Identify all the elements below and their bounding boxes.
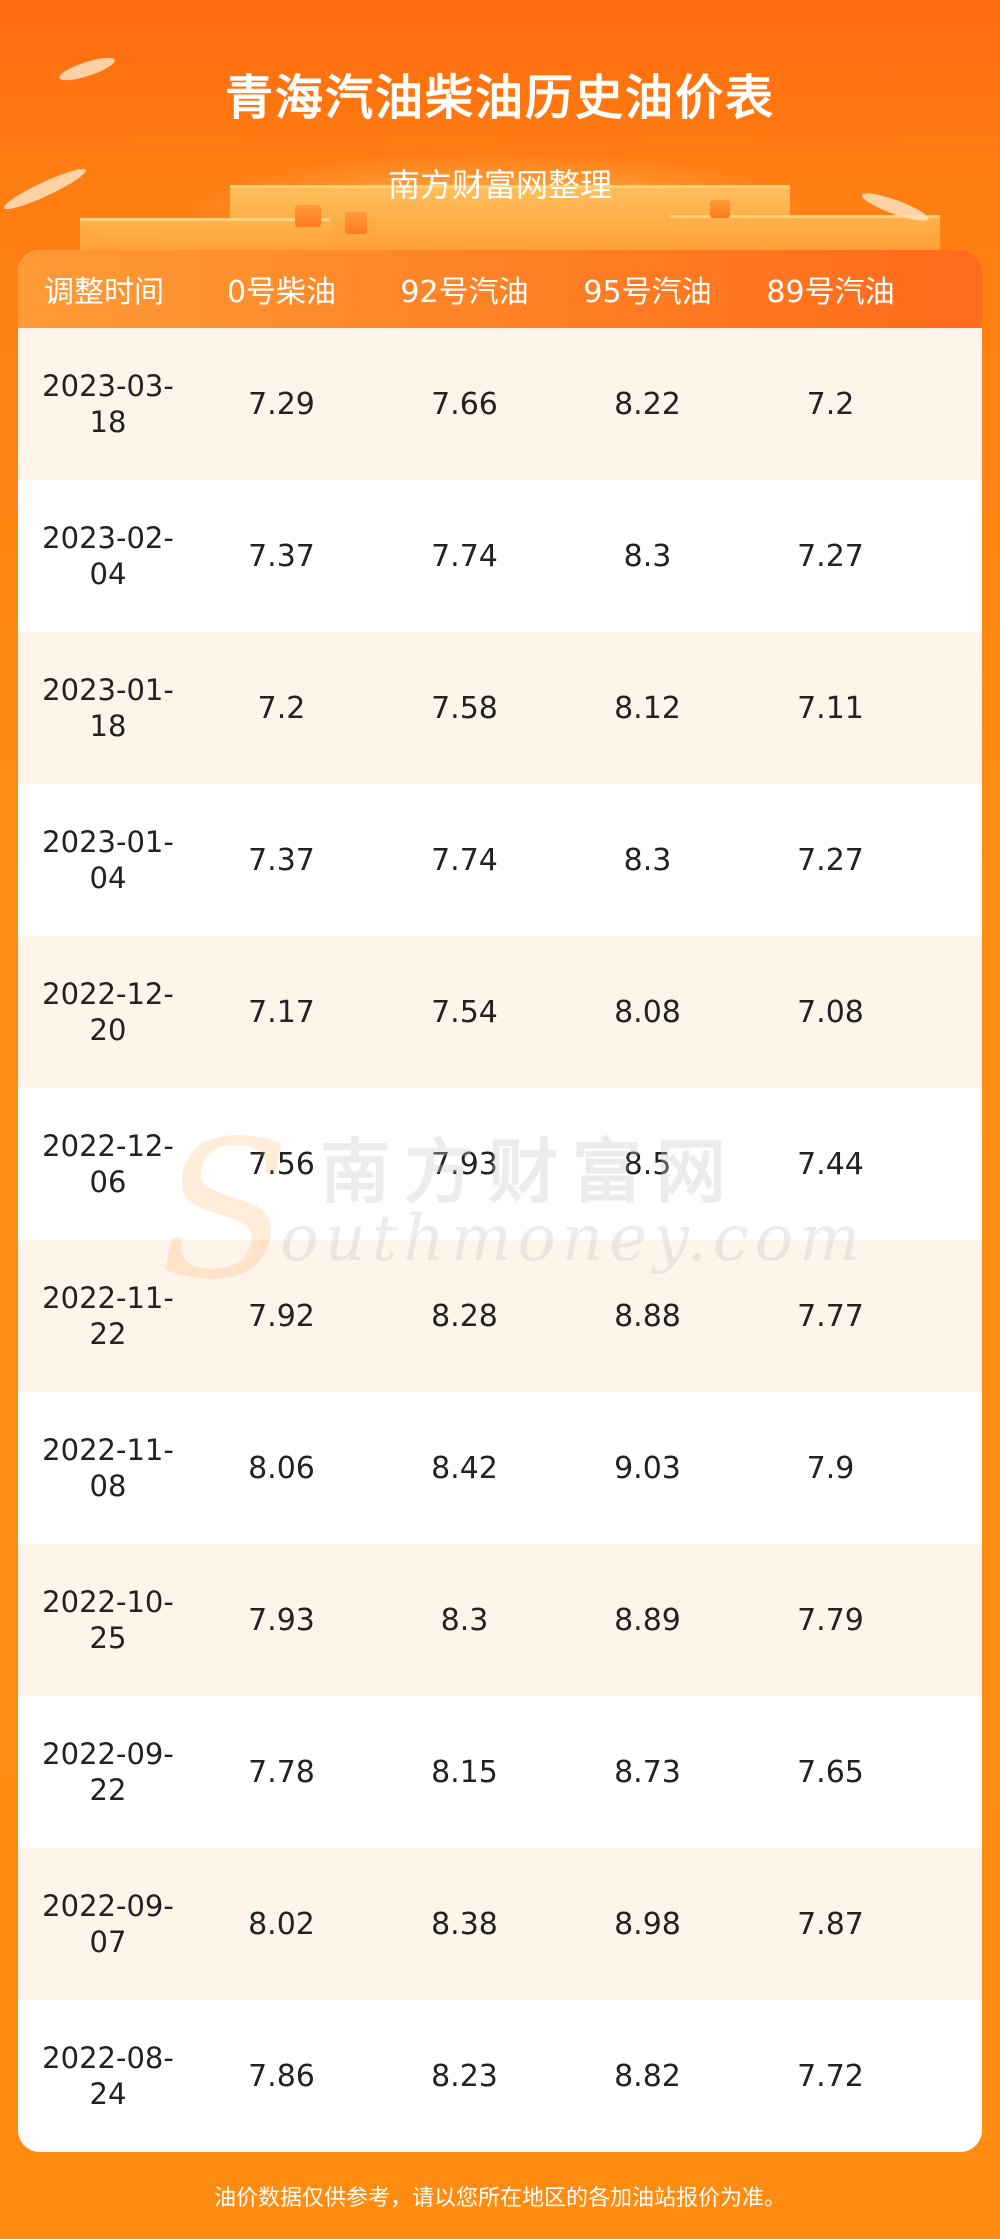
hero-cube	[295, 205, 321, 227]
cell-date: 2023-02-04	[42, 521, 174, 591]
cell-date: 2023-01-04	[42, 825, 174, 895]
table-header: 调整时间 0号柴油 92号汽油 95号汽油 89号汽油	[18, 250, 982, 328]
cell-date: 2022-11-08	[42, 1433, 174, 1503]
cell-gas89: 7.11	[797, 690, 864, 726]
cell-diesel0: 7.93	[248, 1602, 315, 1638]
cell-date: 2022-12-20	[42, 977, 174, 1047]
cell-diesel0: 7.78	[248, 1754, 315, 1790]
cell-diesel0: 7.86	[248, 2058, 315, 2094]
cell-gas95: 8.89	[614, 1602, 681, 1638]
table-row: 2022-09-22 7.78 8.15 8.73 7.65	[18, 1696, 982, 1848]
cell-date: 2023-03-18	[42, 369, 174, 439]
cell-date: 2022-09-22	[42, 1737, 174, 1807]
cell-diesel0: 7.56	[248, 1146, 315, 1182]
cell-gas89: 7.87	[797, 1906, 864, 1942]
cell-gas92: 7.93	[431, 1146, 498, 1182]
cell-gas89: 7.9	[806, 1450, 855, 1486]
cell-diesel0: 8.06	[248, 1450, 315, 1486]
cell-date: 2023-01-18	[42, 673, 174, 743]
table-row: 2023-03-18 7.29 7.66 8.22 7.2	[18, 328, 982, 480]
hero-cube	[345, 212, 367, 234]
cell-diesel0: 7.92	[248, 1298, 315, 1334]
table-row: 2023-01-04 7.37 7.74 8.3 7.27	[18, 784, 982, 936]
cell-gas92: 7.54	[431, 994, 498, 1030]
cell-gas95: 9.03	[614, 1450, 681, 1486]
cell-date: 2022-10-25	[42, 1585, 174, 1655]
header-gas92: 92号汽油	[400, 275, 529, 310]
cell-gas92: 7.66	[431, 386, 498, 422]
cell-gas95: 8.88	[614, 1298, 681, 1334]
cell-gas89: 7.08	[797, 994, 864, 1030]
cell-gas92: 8.38	[431, 1906, 498, 1942]
cell-gas89: 7.65	[797, 1754, 864, 1790]
table-body: 2023-03-18 7.29 7.66 8.22 7.2 2023-02-04…	[18, 328, 982, 2152]
cell-gas89: 7.27	[797, 538, 864, 574]
cell-gas95: 8.98	[614, 1906, 681, 1942]
header-date: 调整时间	[44, 275, 164, 310]
cell-gas95: 8.12	[614, 690, 681, 726]
oil-price-table: 调整时间 0号柴油 92号汽油 95号汽油 89号汽油 2023-03-18 7…	[18, 250, 982, 2152]
cell-gas92: 7.74	[431, 842, 498, 878]
page-title: 青海汽油柴油历史油价表	[224, 70, 775, 126]
cell-gas92: 8.15	[431, 1754, 498, 1790]
cell-gas89: 7.2	[806, 386, 855, 422]
cell-gas95: 8.08	[614, 994, 681, 1030]
table-row: 2022-11-08 8.06 8.42 9.03 7.9	[18, 1392, 982, 1544]
hero-cube	[710, 200, 730, 218]
cell-gas89: 7.79	[797, 1602, 864, 1638]
table-row: 2022-10-25 7.93 8.3 8.89 7.79	[18, 1544, 982, 1696]
cell-diesel0: 7.29	[248, 386, 315, 422]
header-gas89: 89号汽油	[766, 275, 895, 310]
cell-gas95: 8.3	[623, 842, 672, 878]
cell-date: 2022-11-22	[42, 1281, 174, 1351]
cell-diesel0: 7.2	[257, 690, 306, 726]
cell-gas95: 8.73	[614, 1754, 681, 1790]
header-gas95: 95号汽油	[583, 275, 712, 310]
table-row: 2022-12-06 7.56 7.93 8.5 7.44	[18, 1088, 982, 1240]
table-row: 2022-11-22 7.92 8.28 8.88 7.77	[18, 1240, 982, 1392]
cell-gas89: 7.27	[797, 842, 864, 878]
cell-diesel0: 7.37	[248, 538, 315, 574]
page-subtitle: 南方财富网整理	[387, 166, 612, 204]
cell-diesel0: 8.02	[248, 1906, 315, 1942]
footer-note: 油价数据仅供参考，请以您所在地区的各加油站报价为准。	[213, 2186, 786, 2211]
table-row: 2023-02-04 7.37 7.74 8.3 7.27	[18, 480, 982, 632]
cell-date: 2022-12-06	[42, 1129, 174, 1199]
cell-date: 2022-09-07	[42, 1889, 174, 1959]
cell-gas89: 7.44	[797, 1146, 864, 1182]
cell-gas89: 7.77	[797, 1298, 864, 1334]
cell-gas92: 8.23	[431, 2058, 498, 2094]
cell-gas89: 7.72	[797, 2058, 864, 2094]
cell-diesel0: 7.17	[248, 994, 315, 1030]
cell-gas95: 8.82	[614, 2058, 681, 2094]
table-row: 2022-09-07 8.02 8.38 8.98 7.87	[18, 1848, 982, 2000]
cell-gas92: 8.42	[431, 1450, 498, 1486]
cell-diesel0: 7.37	[248, 842, 315, 878]
cell-gas92: 7.74	[431, 538, 498, 574]
cell-gas92: 8.3	[440, 1602, 489, 1638]
hero-banner	[0, 0, 1000, 260]
table-row: 2022-12-20 7.17 7.54 8.08 7.08	[18, 936, 982, 1088]
cell-date: 2022-08-24	[42, 2041, 174, 2111]
cell-gas95: 8.22	[614, 386, 681, 422]
header-diesel0: 0号柴油	[226, 275, 337, 310]
cell-gas92: 8.28	[431, 1298, 498, 1334]
table-row: 2023-01-18 7.2 7.58 8.12 7.11	[18, 632, 982, 784]
cell-gas92: 7.58	[431, 690, 498, 726]
table-row: 2022-08-24 7.86 8.23 8.82 7.72	[18, 2000, 982, 2152]
cell-gas95: 8.3	[623, 538, 672, 574]
cell-gas95: 8.5	[623, 1146, 672, 1182]
